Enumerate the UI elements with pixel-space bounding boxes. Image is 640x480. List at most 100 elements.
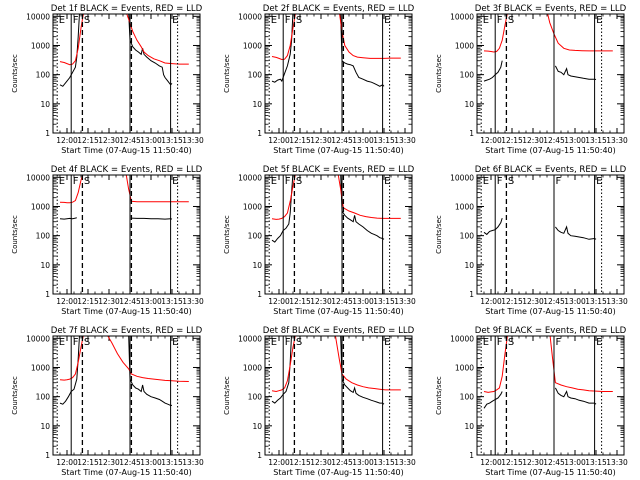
y-tick-label: 1 (45, 451, 50, 460)
event-marker-label: E (172, 15, 178, 26)
event-marker-label: E (59, 176, 65, 187)
y-tick-label: 1000 (31, 363, 50, 372)
x-tick-label: 12:45 (331, 297, 353, 306)
events-series-line (271, 14, 385, 87)
x-tick-label: 12:30 (522, 458, 544, 467)
y-tick-label: 1 (45, 290, 50, 299)
event-marker-label: E (271, 176, 277, 187)
y-axis-label: Counts/sec (223, 54, 231, 93)
detector-panel: Det 4f BLACK = Events, RED = LLD Counts/s… (11, 165, 204, 316)
x-tick-label: 12:30 (522, 136, 544, 145)
y-axis-label: Counts/sec (435, 54, 443, 93)
y-tick-label: 10 (40, 422, 50, 431)
x-tick-label: 13:15 (585, 136, 607, 145)
event-marker-label: S (296, 337, 302, 348)
detector-panel: Det 2f BLACK = Events, RED = LLD Counts/s… (223, 4, 416, 155)
y-tick-label: 10000 (26, 12, 50, 21)
lld-series-line (59, 175, 189, 204)
detector-panel: Det 5f BLACK = Events, RED = LLD Counts/s… (223, 165, 416, 316)
y-tick-label: 1000 (31, 41, 50, 50)
lld-series-line (483, 14, 613, 53)
plot-frame (264, 335, 413, 456)
events-series-line (555, 225, 597, 240)
event-marker-label: S (84, 15, 90, 26)
x-axis-label: Start Time (07-Aug-15 11:50:40) (485, 146, 616, 155)
y-tick-label: 100 (36, 71, 51, 80)
x-tick-label: 12:45 (119, 297, 141, 306)
event-marker-label: E (384, 337, 390, 348)
x-axis-label: Start Time (07-Aug-15 11:50:40) (485, 307, 616, 316)
plot-frame (264, 13, 413, 134)
events-series-line (483, 60, 503, 82)
y-tick-label: 1 (469, 290, 474, 299)
event-marker-label: E (172, 337, 178, 348)
event-marker-label: S (508, 337, 514, 348)
event-marker-label: F (497, 15, 503, 26)
panel-title: Det 2f BLACK = Events, RED = LLD (263, 4, 415, 14)
event-marker-label: S (508, 15, 514, 26)
panel-title: Det 9f BLACK = Events, RED = LLD (475, 326, 627, 336)
x-tick-label: 13:15 (585, 458, 607, 467)
events-series-line (271, 175, 385, 243)
plot-frame (476, 13, 625, 134)
x-tick-label: 12:45 (543, 297, 565, 306)
y-tick-label: 1000 (455, 41, 474, 50)
events-series-line (59, 14, 173, 87)
x-tick-label: 12:45 (543, 458, 565, 467)
events-series-line (131, 217, 173, 220)
x-axis-label: Start Time (07-Aug-15 11:50:40) (273, 468, 404, 477)
event-marker-label: E (483, 15, 489, 26)
lld-series-line (271, 14, 401, 61)
y-tick-label: 10 (464, 261, 474, 270)
x-tick-label: 12:15 (289, 297, 311, 306)
y-tick-label: 1 (257, 451, 262, 460)
events-series-line (554, 65, 597, 80)
lld-series-line (271, 175, 401, 220)
y-tick-label: 100 (460, 232, 475, 241)
event-marker-label: F (497, 337, 503, 348)
x-tick-label: 12:15 (501, 297, 523, 306)
event-marker-label: E (384, 15, 390, 26)
x-tick-label: 13:15 (373, 458, 395, 467)
detector-panel: Det 1f BLACK = Events, RED = LLD Counts/s… (11, 4, 204, 155)
y-tick-label: 10000 (450, 173, 474, 182)
event-marker-label: F (556, 337, 562, 348)
panel-title: Det 8f BLACK = Events, RED = LLD (263, 326, 415, 336)
x-tick-label: 13:00 (140, 297, 162, 306)
panel-title: Det 6f BLACK = Events, RED = LLD (475, 165, 627, 175)
x-tick-label: 12:00 (268, 297, 290, 306)
x-tick-label: 13:30 (182, 136, 204, 145)
y-tick-label: 1000 (243, 202, 262, 211)
y-tick-label: 10 (40, 261, 50, 270)
y-tick-label: 100 (460, 393, 475, 402)
event-marker-label: E (483, 337, 489, 348)
x-tick-label: 12:30 (98, 297, 120, 306)
panel-title: Det 5f BLACK = Events, RED = LLD (263, 165, 415, 175)
x-tick-label: 12:00 (480, 458, 502, 467)
y-tick-label: 100 (248, 393, 263, 402)
x-tick-label: 13:00 (140, 458, 162, 467)
x-tick-label: 12:45 (543, 136, 565, 145)
y-tick-label: 10000 (450, 12, 474, 21)
y-tick-label: 1 (469, 451, 474, 460)
x-tick-label: 13:30 (182, 297, 204, 306)
plot-frame (52, 174, 201, 295)
detector-panel: Det 3f BLACK = Events, RED = LLD Counts/s… (435, 4, 628, 155)
x-tick-label: 12:30 (310, 297, 332, 306)
x-tick-label: 13:15 (585, 297, 607, 306)
x-tick-label: 12:00 (480, 136, 502, 145)
x-tick-label: 12:15 (289, 458, 311, 467)
y-tick-label: 100 (36, 393, 51, 402)
x-tick-label: 13:00 (564, 297, 586, 306)
panel-title: Det 4f BLACK = Events, RED = LLD (51, 165, 203, 175)
y-tick-label: 10000 (450, 334, 474, 343)
x-tick-label: 12:15 (501, 458, 523, 467)
plot-frame (52, 335, 201, 456)
y-axis-label: Counts/sec (435, 376, 443, 415)
event-marker-label: E (271, 337, 277, 348)
x-tick-label: 12:00 (56, 136, 78, 145)
events-series-line (483, 217, 503, 236)
plot-frame (264, 174, 413, 295)
x-tick-label: 12:15 (77, 297, 99, 306)
